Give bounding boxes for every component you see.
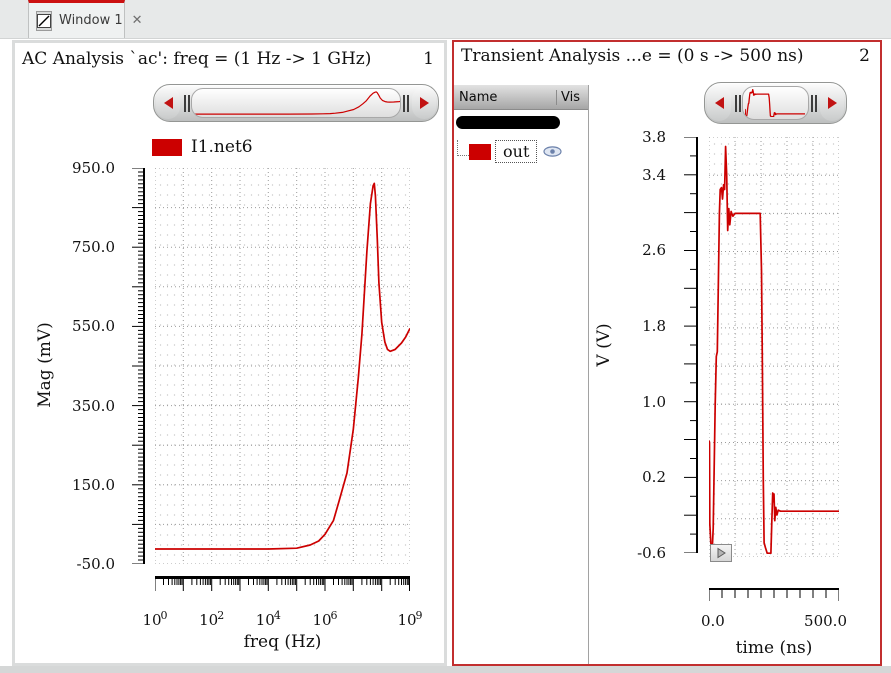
right-triangle-icon (419, 97, 429, 109)
ac-ytick: -50.0 (76, 555, 115, 573)
tran-overview-waveform (745, 89, 805, 117)
replay-button[interactable] (710, 544, 732, 562)
visibility-eye-icon[interactable] (543, 145, 562, 158)
signal-list-pane: Name Vis out (454, 85, 589, 664)
tran-x-axis-title: time (ns) (735, 638, 813, 658)
tran-x-tick-labels: 0.0 500.0 (701, 612, 847, 634)
tran-ytick: -0.6 (637, 544, 666, 562)
tran-ytick: 3.4 (642, 165, 666, 184)
ac-x-tick-labels: 100 102 104 106 109 (142, 609, 423, 629)
tran-ytick: 0.2 (642, 468, 666, 487)
tran-ytick: 3.8 (642, 128, 666, 146)
tree-branch-connector (457, 140, 469, 156)
transient-analysis-subwindow[interactable]: Transient Analysis ...e = (0 s -> 500 ns… (452, 40, 882, 666)
tran-curve (709, 137, 839, 557)
ac-title: AC Analysis `ac': freq = (1 Hz -> 1 GHz) (22, 49, 372, 69)
tran-window-number: 2 (859, 46, 870, 66)
waveform-window-icon (36, 10, 52, 31)
scrollbar-left-grip[interactable] (733, 83, 742, 123)
tab-label: Window 1 (59, 13, 123, 28)
scroll-left-arrow-button[interactable] (156, 87, 180, 119)
ac-plot-area[interactable] (155, 168, 410, 564)
tran-xtick-max: 500.0 (804, 612, 847, 630)
left-triangle-icon (714, 97, 724, 109)
left-triangle-icon (163, 97, 173, 109)
play-icon (717, 547, 726, 559)
right-triangle-icon (827, 97, 837, 109)
scrollbar-thumb[interactable] (191, 88, 401, 118)
tab-bar: Window 1 ✕ (0, 0, 891, 39)
signal-row-out[interactable]: out (457, 140, 588, 163)
ac-ytick: 150.0 (72, 475, 115, 494)
tran-plot-area[interactable] (709, 137, 839, 562)
tab-close-icon[interactable]: ✕ (131, 13, 143, 28)
ac-ytick: 550.0 (72, 317, 115, 336)
tran-ytick: 2.6 (642, 241, 666, 260)
scrollbar-left-grip[interactable] (182, 85, 191, 121)
tran-y-axis-ruler (684, 137, 698, 553)
ac-x-scrollbar[interactable] (153, 84, 439, 122)
signal-group-bar[interactable] (456, 116, 560, 129)
ac-y-tick-labels: 950.0 750.0 550.0 350.0 150.0 -50.0 (51, 159, 115, 573)
scrollbar-thumb[interactable] (742, 86, 809, 120)
ac-legend-label: I1.net6 (191, 137, 253, 157)
ac-y-axis-ruler (132, 168, 145, 564)
scroll-right-arrow-button[interactable] (412, 87, 436, 119)
ac-analysis-subwindow[interactable]: AC Analysis `ac': freq = (1 Hz -> 1 GHz)… (12, 40, 447, 666)
out-signal-swatch (469, 143, 491, 160)
ac-ytick: 350.0 (72, 396, 115, 415)
signal-list-header: Name Vis (454, 85, 588, 110)
ac-legend-item[interactable]: I1.net6 (152, 137, 253, 157)
ac-title-row: AC Analysis `ac': freq = (1 Hz -> 1 GHz)… (22, 49, 434, 69)
tran-ytick: 1.0 (642, 392, 666, 411)
scrollbar-right-grip[interactable] (809, 83, 818, 123)
tran-x-scrollbar[interactable] (704, 82, 847, 124)
tran-y-axis-title: V (V) (594, 323, 614, 367)
ac-x-axis-title: freq (Hz) (243, 632, 322, 652)
ac-overview-waveform (194, 91, 400, 115)
tran-title: Transient Analysis ...e = (0 s -> 500 ns… (461, 46, 804, 66)
ac-curve (155, 168, 410, 564)
scroll-right-arrow-button[interactable] (820, 85, 844, 121)
tran-ytick: 1.8 (642, 317, 666, 336)
scrollbar-right-grip[interactable] (401, 85, 410, 121)
ac-legend-swatch (152, 138, 182, 156)
tran-title-row: Transient Analysis ...e = (0 s -> 500 ns… (461, 46, 870, 66)
tab-window-1[interactable]: Window 1 ✕ (28, 0, 143, 38)
tran-xtick-min: 0.0 (701, 612, 725, 630)
tran-y-tick-labels: 3.8 3.4 2.6 1.8 1.0 0.2 -0.6 (622, 128, 666, 562)
scroll-left-arrow-button[interactable] (707, 85, 731, 121)
ac-x-axis-ruler (155, 576, 410, 591)
ac-ytick: 950.0 (72, 159, 115, 177)
ac-window-number: 1 (423, 49, 434, 69)
column-header-vis: Vis (556, 89, 588, 105)
out-signal-label[interactable]: out (495, 140, 538, 163)
column-header-name: Name (459, 89, 498, 105)
window-bottom-strip (0, 666, 891, 673)
ac-ytick: 750.0 (72, 238, 115, 257)
tran-x-axis-ruler (709, 588, 839, 601)
